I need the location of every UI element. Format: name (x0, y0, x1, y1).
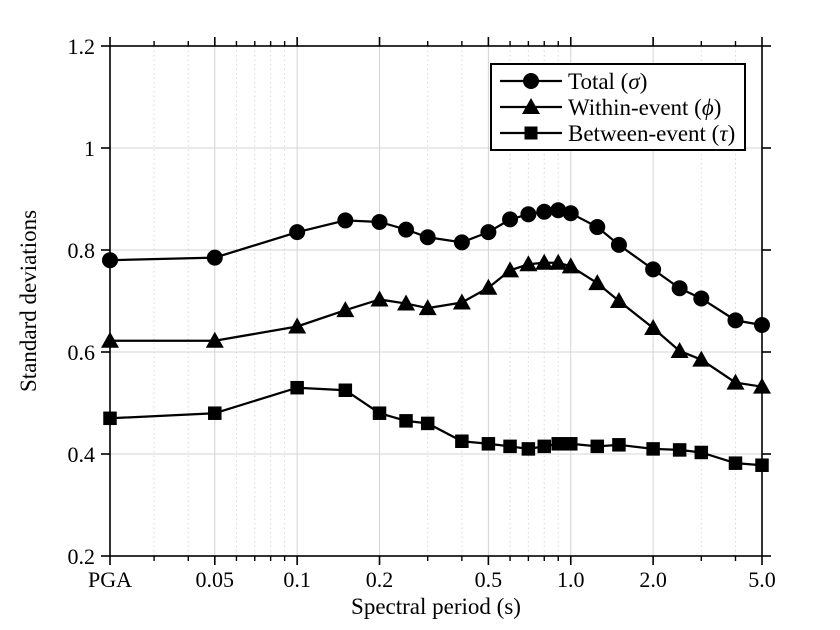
triangle-marker (288, 317, 307, 334)
legend-label-total: Total (σ) (568, 68, 648, 94)
triangle-marker (644, 319, 663, 336)
triangle-marker (726, 373, 745, 390)
circle-marker (693, 290, 710, 307)
square-marker (290, 380, 304, 395)
legend-label-within-event: Within-event (ϕ) (568, 94, 722, 120)
x-tick-label: 5.0 (748, 567, 776, 592)
y-tick-label: 0.6 (68, 340, 96, 365)
plot-frame (109, 45, 763, 557)
y-tick-label: 0.8 (68, 238, 96, 263)
square-marker (399, 414, 413, 428)
triangle-marker (519, 255, 538, 272)
plot-border (109, 45, 763, 557)
legend: Total (σ) Within-event (ϕ) Between-event… (490, 63, 746, 151)
x-tick-label: PGA (88, 567, 132, 592)
y-tick-label: 0.2 (68, 544, 96, 569)
legend-item-total: Total (σ) (499, 70, 740, 93)
triangle-marker (501, 261, 520, 278)
triangle-marker (336, 301, 355, 318)
circle-marker (480, 224, 497, 241)
circle-marker (562, 205, 579, 222)
circle-marker (371, 213, 388, 230)
y-tick-label: 0.4 (68, 442, 96, 467)
circle-marker (536, 203, 553, 220)
series-circle (102, 202, 770, 333)
x-tick-label: 0.05 (196, 567, 235, 592)
circle-marker (398, 221, 415, 238)
circle-marker (289, 224, 306, 241)
circle-marker (610, 236, 627, 253)
y-tick-label: 1.2 (68, 34, 96, 59)
square-marker (612, 438, 626, 452)
triangle-marker (670, 341, 689, 358)
x-tick-label: 1.0 (557, 567, 585, 592)
x-tick-label: 0.2 (366, 567, 394, 592)
square-marker (537, 439, 551, 454)
legend-line-square-icon (500, 126, 562, 140)
circle-marker (453, 234, 470, 251)
triangle-marker (397, 294, 416, 311)
triangle-marker (479, 278, 498, 295)
axis-ticks (101, 37, 771, 565)
data-series (101, 202, 771, 472)
y-axis-title: Standard deviations (16, 210, 41, 392)
circle-marker (589, 219, 606, 236)
triangle-marker (609, 292, 628, 308)
series-square (103, 380, 769, 472)
square-marker (338, 383, 353, 397)
square-marker (590, 439, 605, 454)
square-marker (551, 437, 565, 451)
x-tick-label: 0.5 (475, 567, 503, 592)
square-marker (646, 442, 660, 456)
legend-line-circle-icon (500, 73, 562, 89)
triangle-marker (535, 253, 554, 270)
square-marker (728, 456, 743, 470)
circle-marker (727, 312, 744, 329)
square-marker (372, 406, 387, 420)
square-marker (564, 437, 578, 451)
circle-marker (520, 206, 537, 223)
square-marker (481, 437, 496, 451)
circle-marker (502, 211, 519, 228)
series-triangle (101, 253, 771, 394)
triangle-marker (370, 290, 389, 307)
triangle-marker (692, 350, 711, 367)
triangle-marker (452, 293, 471, 310)
legend-item-within-event: Within-event (ϕ) (499, 96, 740, 119)
circle-marker (337, 212, 354, 229)
x-tick-label: 2.0 (639, 567, 667, 592)
circle-marker (206, 249, 223, 266)
triangle-marker (549, 253, 568, 270)
circle-marker (671, 280, 688, 297)
square-marker (672, 443, 687, 457)
triangle-marker (205, 331, 224, 348)
square-marker (420, 416, 435, 431)
triangle-marker (418, 299, 437, 316)
legend-line-triangle-icon (500, 98, 562, 114)
square-marker (521, 442, 536, 456)
triangle-marker (561, 257, 580, 274)
square-marker (208, 406, 222, 420)
axis-tick-labels: PGA 0.05 0.1 0.2 0.5 1.0 2.0 5.0 0.2 0.4 0.6 0.8 1 1.… (68, 34, 776, 592)
circle-marker (550, 202, 567, 219)
x-tick-label: 0.1 (283, 567, 311, 592)
legend-item-between-event: Between-event (τ) (499, 122, 740, 145)
legend-label-between-event: Between-event (τ) (568, 120, 736, 146)
square-marker (694, 445, 709, 460)
x-axis-title: Spectral period (s) (351, 594, 521, 619)
y-tick-label: 1 (84, 136, 95, 161)
series-line (110, 261, 763, 388)
square-marker (455, 434, 469, 448)
triangle-marker (588, 274, 607, 291)
square-marker (503, 439, 517, 454)
circle-marker (419, 229, 436, 246)
circle-marker (645, 261, 662, 278)
